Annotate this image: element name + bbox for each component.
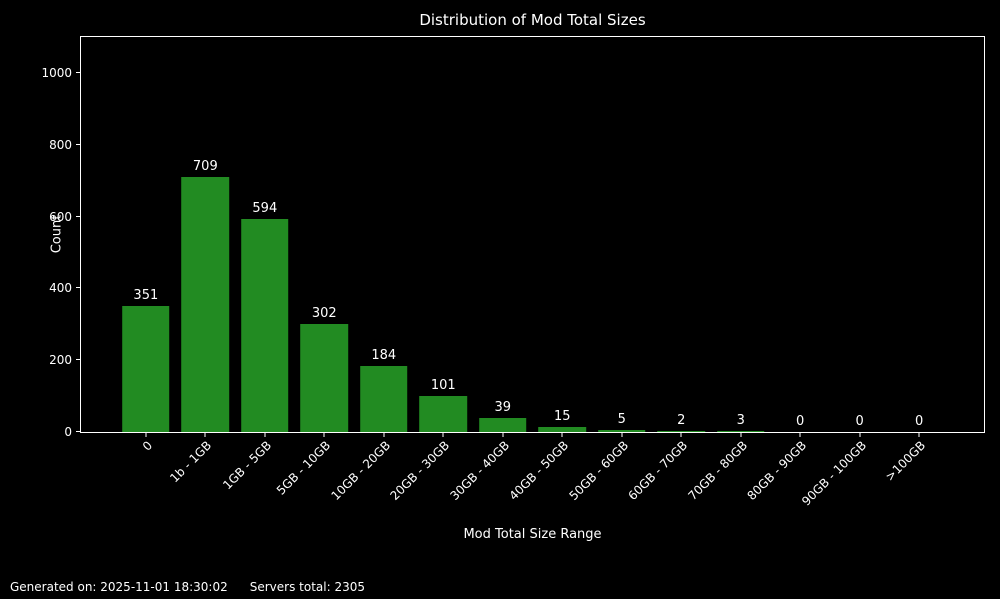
y-axis-tick-label: 600 [49, 209, 72, 224]
bar-value-label: 0 [796, 414, 805, 429]
y-axis-tick-label: 200 [49, 353, 72, 368]
x-axis-tick-label: 10GB - 20GB [328, 438, 393, 504]
x-axis-tick-label: 1GB - 5GB [220, 438, 275, 493]
x-axis-tick [859, 433, 861, 437]
bar-value-label: 2 [677, 413, 686, 429]
x-axis-tick [204, 433, 206, 437]
plot-area: 351 0 709 1b - 1GB 594 1GB - 5GB 302 5GB - 10GB… [41, 36, 985, 508]
x-axis-tick-label: 90GB - 100GB [798, 438, 869, 509]
footer-servers-total: Servers total: 2305 [249, 580, 365, 594]
bar-value-label: 39 [494, 400, 512, 415]
bar [716, 430, 765, 432]
bar-value-label: 594 [252, 200, 278, 216]
y-axis-tick-label: 800 [49, 137, 72, 152]
x-axis-title: Mod Total Size Range [463, 527, 602, 542]
y-axis-tick [76, 143, 80, 145]
x-axis-tick [561, 433, 563, 437]
bar [181, 177, 230, 432]
bar-value-label: 15 [553, 408, 571, 424]
bar [538, 426, 587, 432]
bar [122, 305, 170, 432]
bar-value-label: 5 [617, 412, 626, 428]
y-axis-tick [76, 287, 80, 289]
x-axis-tick-label: 20GB - 30GB [387, 438, 453, 504]
x-axis-tick [621, 433, 623, 437]
x-axis-tick [442, 433, 444, 437]
x-axis-tick-label: 70GB - 80GB [685, 438, 750, 504]
bar [478, 418, 527, 432]
bar-value-label: 101 [430, 377, 456, 393]
footer-generated-timestamp: Generated on: 2025-11-01 18:30:02 [10, 580, 228, 594]
x-axis-tick-label: 50GB - 60GB [566, 438, 631, 504]
y-axis-tick-label: 400 [49, 281, 72, 296]
x-axis-tick [680, 433, 682, 437]
x-axis-tick [740, 433, 742, 437]
x-axis-tick-label: 60GB - 70GB [625, 438, 691, 504]
bar-value-label: 351 [133, 287, 159, 303]
bar [597, 430, 646, 432]
y-axis-tick-label: 1000 [41, 65, 72, 80]
x-axis-tick [383, 433, 385, 437]
bar-value-label: 0 [855, 414, 864, 429]
chart-title: Distribution of Mod Total Sizes [419, 11, 646, 29]
x-axis-tick [918, 433, 920, 437]
x-axis-tick [323, 433, 325, 437]
x-axis-tick-label: >100GB [882, 438, 929, 484]
bar-value-label: 0 [915, 414, 924, 429]
bar-value-label: 3 [736, 412, 745, 428]
footer: Generated on: 2025-11-01 18:30:02 Server… [10, 580, 365, 594]
y-axis-tick [76, 215, 80, 217]
bar-value-label: 709 [192, 159, 218, 175]
bar [300, 323, 349, 432]
bar [241, 218, 289, 432]
x-axis-tick-label: 40GB - 50GB [506, 438, 572, 504]
x-axis-tick [502, 433, 504, 437]
bar-value-label: 302 [311, 305, 337, 321]
bar [359, 365, 408, 432]
y-axis-tick [76, 359, 80, 361]
x-axis-tick [145, 433, 147, 437]
x-axis-tick-label: 5GB - 10GB [274, 438, 334, 498]
x-axis-tick-label: 0 [139, 438, 156, 454]
x-axis-tick-label: 30GB - 40GB [447, 438, 512, 504]
x-axis-tick-label: 80GB - 90GB [744, 438, 810, 504]
y-axis-tick [76, 71, 80, 73]
bar-value-label: 184 [371, 347, 397, 363]
y-axis-tick [76, 431, 80, 432]
x-axis-tick-label: 1b - 1GB [167, 438, 215, 486]
bar [657, 431, 705, 432]
y-axis-tick-label: 0 [64, 425, 72, 439]
x-axis-tick [799, 433, 801, 437]
x-axis-tick [264, 433, 266, 437]
bar [419, 395, 468, 432]
